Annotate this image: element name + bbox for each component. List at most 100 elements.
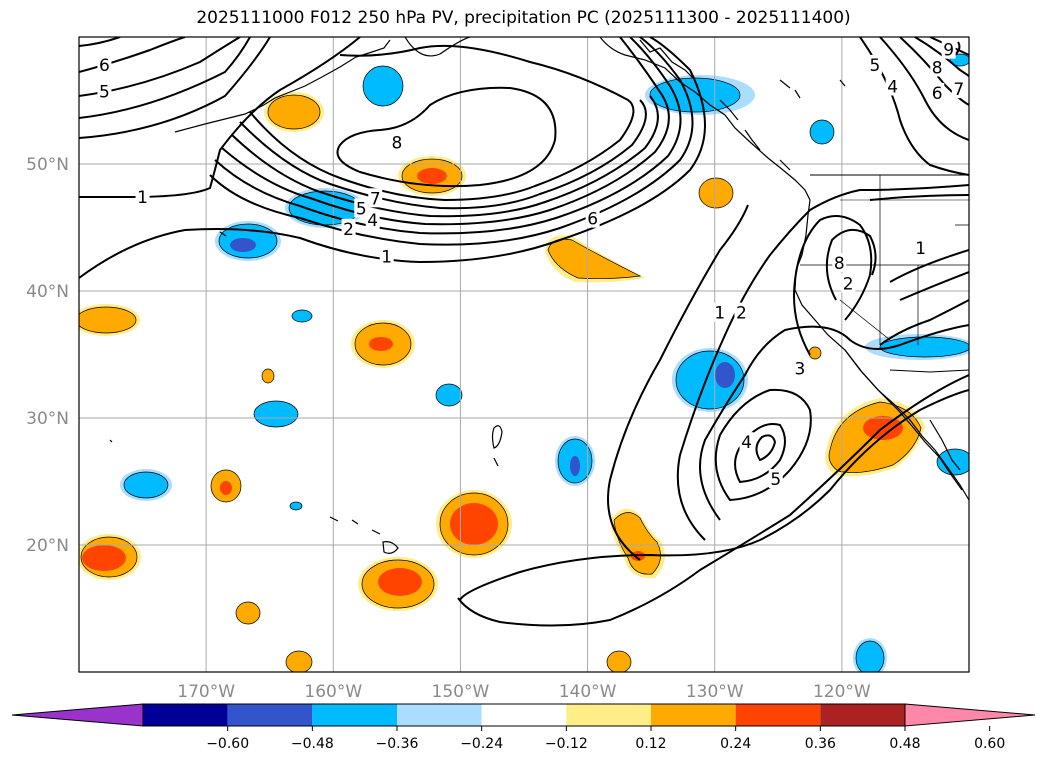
pv-contour [825,229,877,301]
precipitation-shading [79,53,969,672]
pv-contour-label: 4 [741,433,752,453]
precip-blob [855,640,885,672]
pv-contour [221,37,670,226]
state-border [839,299,891,341]
pv-label-backdrop [585,208,600,228]
pv-contour [607,204,749,561]
precip-blob [82,545,126,571]
pv-contour-label: 8 [932,58,943,78]
pv-contour [899,37,969,106]
pv-contour [899,271,969,301]
pv-contour [869,194,969,201]
pv-label-backdrop [712,302,727,322]
precip-blob [570,456,580,476]
pv-label-backdrop [97,54,112,74]
colorbar-swatch [227,704,313,726]
pv-contour [954,41,961,56]
pv-contour-label: 5 [770,470,781,490]
lat-tick-label: 40°N [26,282,69,302]
lon-tick-label: 120°W [813,682,871,702]
pv-contour [699,324,969,521]
island [219,231,227,237]
pv-contour [859,37,969,176]
longitude-labels: 170°W 160°W 150°W 140°W 130°W 120°W [177,682,871,702]
lat-tick-label: 50°N [26,155,69,175]
pv-contour [214,37,682,235]
colorbar-swatch [143,704,228,726]
pv-label-backdrop [739,432,754,452]
island [493,457,499,467]
colorbar-swatch [735,704,821,726]
state-border [955,224,969,265]
pv-contour-label: 1 [714,304,725,324]
pv-label-backdrop [341,218,356,238]
lon-tick-label: 170°W [177,682,235,702]
colorbar-tick-label: −0.12 [545,736,588,752]
lon-tick-label: 150°W [432,682,490,702]
colorbar-tick-label: −0.24 [460,736,503,752]
precip-blob [698,177,734,209]
precip-blob [220,481,232,495]
pv-contour [889,249,969,283]
precip-blob [253,400,299,428]
colorbar-swatch [566,704,651,726]
colorbar-extend-high [904,703,1036,727]
lon-tick-label: 130°W [686,682,744,702]
map-title: 2025111000 F012 250 hPa PV, precipitatio… [196,8,851,28]
precip-blob [417,168,447,184]
colorbar-tick-label: −0.48 [291,736,334,752]
pv-contour [79,37,271,139]
lat-tick-label: 20°N [26,536,69,556]
pv-contour-label: 2 [736,304,747,324]
colorbar-swatch [312,704,397,726]
pv-contour [79,37,361,198]
pv-contour [676,184,969,541]
lat-tick-label: 30°N [26,409,69,429]
precip-blob [809,119,835,145]
map-frame [78,36,970,673]
pv-contour-label: 2 [343,220,354,240]
map-area [79,37,969,672]
pv-label-backdrop [941,39,956,59]
lon-tick-label: 140°W [559,682,617,702]
pv-contour [79,37,251,119]
pv-label-backdrop [832,253,847,273]
precip-blob [289,501,303,511]
pv-contour-label: 1 [915,239,926,259]
colorbar-tick-label: −0.36 [376,736,419,752]
pv-contour-label: 8 [391,133,402,153]
pv-contour [239,99,647,210]
precip-blob [267,94,321,130]
precip-blob [649,77,741,113]
colorbar-frame [142,703,906,727]
pv-contour-label: 6 [587,210,598,230]
precip-blob [369,337,393,351]
island [639,39,791,171]
pv-contour [336,86,557,188]
pv-contour [755,434,777,462]
pv-contour-label: 9 [943,41,954,61]
pv-label-backdrop [951,79,966,99]
pv-contour [459,389,969,601]
colorbar-tick-label: 0.60 [974,736,1005,752]
pv-label-backdrop [389,132,404,152]
pv-contour [879,299,969,346]
pv-label-backdrop [97,81,112,101]
mexico-coast [929,419,961,471]
colorbar-tick-label: 0.48 [889,736,920,752]
hawaii-island [329,516,399,554]
baja-coast [844,349,963,491]
pv-contour-label: 8 [834,254,845,274]
pv-label-backdrop [913,237,928,257]
pv-contour-label: 6 [99,56,110,76]
pv-contour [249,44,635,202]
precip-blob [435,383,463,407]
latitude-labels: 50°N 40°N 30°N 20°N [26,155,69,556]
pv-label-backdrop [930,57,945,77]
pv-label-backdrop [379,246,394,266]
coastlines [109,37,969,554]
pv-label-backdrop [734,302,749,322]
pv-contour-label: 4 [367,211,378,231]
pv-label-backdrop [368,188,383,208]
